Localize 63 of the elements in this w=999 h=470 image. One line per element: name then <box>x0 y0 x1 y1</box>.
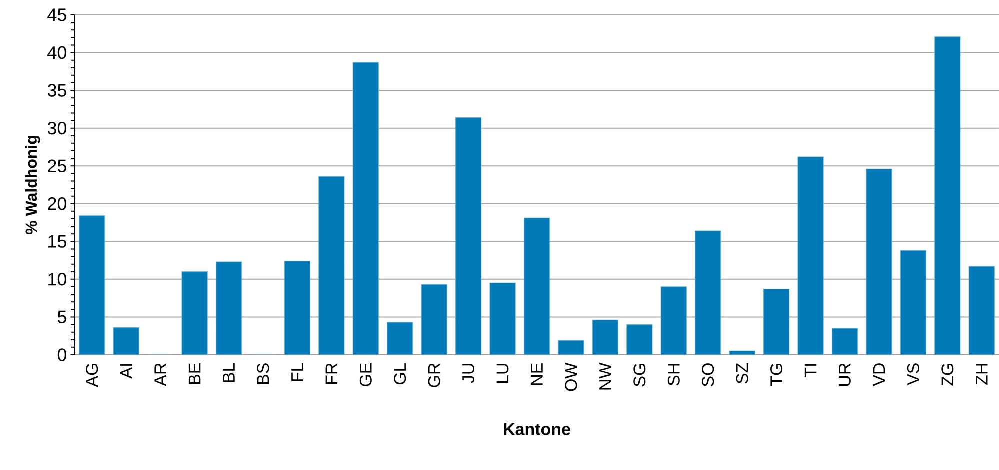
bar <box>558 340 584 355</box>
bar <box>352 62 379 355</box>
x-tick-label: ZH <box>976 364 988 385</box>
x-tick-label: NE <box>531 364 543 386</box>
x-tick-label: VD <box>873 364 886 386</box>
x-tick-label: BS <box>257 364 270 384</box>
x-tick-label: SZ <box>736 363 748 384</box>
x-tick-label: SO <box>702 364 714 387</box>
y-tick-label: 35 <box>48 84 66 97</box>
x-tick-label: TI <box>804 364 817 378</box>
y-tick-label: 30 <box>48 122 67 135</box>
bar <box>284 261 310 355</box>
y-tick-label: 15 <box>48 235 66 248</box>
x-axis-title: Kantone <box>504 424 570 436</box>
x-tick-label: BL <box>223 363 235 382</box>
bar <box>387 322 414 355</box>
x-tick-label: LU <box>496 364 509 384</box>
x-tick-label: FR <box>326 364 338 384</box>
y-tick-label: 10 <box>48 273 67 286</box>
bar <box>660 286 687 355</box>
bar <box>968 266 995 355</box>
y-tick-label: 40 <box>48 46 67 60</box>
x-tick-label: GR <box>428 364 440 388</box>
y-tick-label: 25 <box>48 160 66 172</box>
x-tick-label: AR <box>154 364 166 386</box>
bar <box>798 156 824 355</box>
x-tick-label: GL <box>394 363 406 385</box>
bar <box>524 218 550 355</box>
x-tick-label: JU <box>462 364 474 384</box>
y-tick-label: 45 <box>48 8 66 22</box>
x-tick-label: NW <box>600 362 612 390</box>
y-tick-label: 0 <box>58 348 67 362</box>
x-tick-label: OW <box>565 362 578 392</box>
x-tick-label: AI <box>120 364 132 379</box>
bar <box>318 176 345 355</box>
x-tick-label: FL <box>292 363 304 382</box>
bar <box>182 272 208 355</box>
x-tick-label: UR <box>839 364 851 386</box>
bar <box>216 262 242 355</box>
x-tick-label: SH <box>668 364 680 386</box>
bar <box>490 282 516 355</box>
x-tick-label: AG <box>86 364 98 388</box>
bar <box>592 320 618 355</box>
bar <box>695 230 722 355</box>
x-tick-label: BE <box>188 364 201 384</box>
bar <box>900 250 926 355</box>
bar <box>764 288 790 355</box>
x-tick-label: SG <box>634 364 646 387</box>
x-tick-label: TG <box>770 364 783 386</box>
y-axis-title: % Waldhonig <box>25 136 40 235</box>
bar <box>934 36 961 355</box>
bar <box>113 327 140 355</box>
x-tick-label: ZG <box>942 364 954 386</box>
bar <box>456 117 482 355</box>
x-tick-label: VS <box>907 364 920 386</box>
bar <box>626 324 653 355</box>
x-tick-label: GE <box>360 364 372 386</box>
y-tick-label: 5 <box>58 310 66 324</box>
bar <box>832 328 858 355</box>
bar <box>421 284 448 355</box>
bar <box>79 216 106 355</box>
y-tick-label: 20 <box>48 197 67 210</box>
bar <box>866 168 892 355</box>
